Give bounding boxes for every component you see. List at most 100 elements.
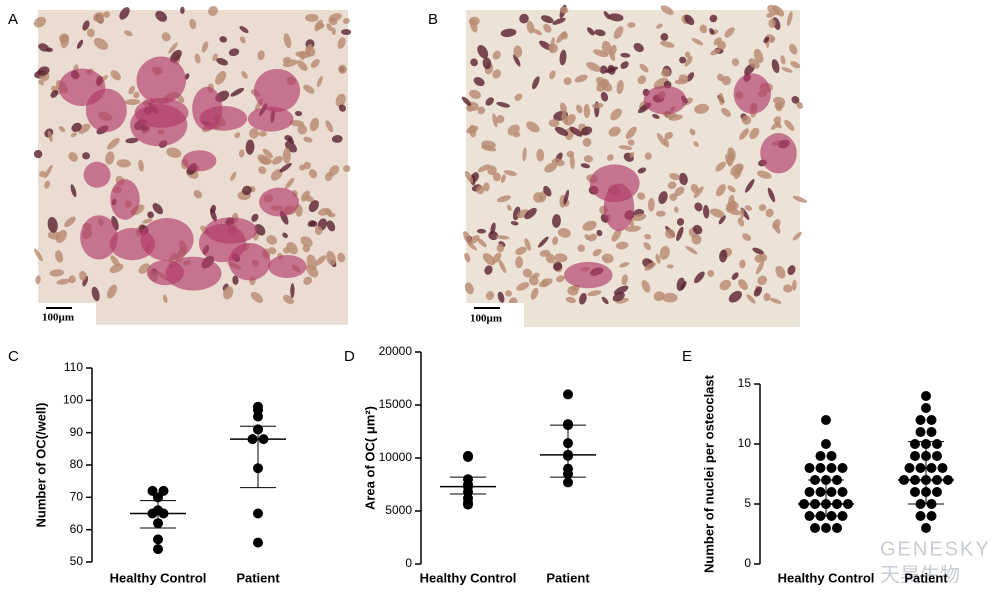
cell — [769, 297, 782, 304]
data-point — [563, 389, 573, 400]
cell — [282, 232, 288, 239]
cell — [193, 190, 203, 199]
data-point — [932, 439, 942, 449]
cell — [644, 234, 652, 240]
watermark: 天昊生物 — [880, 563, 960, 586]
osteoclast — [254, 68, 301, 113]
cell — [772, 5, 785, 17]
data-point — [826, 487, 837, 497]
panel-label: E — [682, 348, 692, 365]
cell — [544, 162, 557, 173]
cell — [492, 69, 501, 79]
cell — [709, 14, 718, 23]
cell — [551, 214, 561, 228]
cell — [79, 270, 87, 281]
cell — [487, 165, 497, 176]
cell — [710, 49, 721, 56]
cell — [304, 195, 314, 203]
cell — [477, 106, 486, 115]
cell — [741, 115, 752, 125]
cell — [119, 7, 130, 20]
cell — [55, 250, 64, 263]
cell — [515, 246, 527, 256]
x-tick-label: Healthy Control — [420, 570, 517, 585]
cell — [71, 122, 82, 133]
y-tick-label: 110 — [64, 360, 83, 374]
cell — [627, 22, 636, 28]
osteoclast — [733, 73, 772, 114]
cell — [189, 18, 197, 30]
cell — [316, 75, 323, 88]
cell — [676, 218, 685, 226]
watermark: GENESKY — [880, 538, 991, 560]
y-tick-label: 100 — [63, 393, 83, 407]
cell — [485, 97, 494, 106]
cell — [303, 84, 315, 94]
cell — [343, 165, 351, 173]
cell — [594, 29, 606, 37]
cell — [684, 56, 693, 67]
cell — [592, 102, 604, 109]
osteoclast — [110, 179, 140, 220]
osteoclast — [130, 103, 188, 147]
y-tick-label: 15000 — [379, 397, 413, 411]
panel-label: D — [344, 348, 355, 365]
cell — [791, 96, 800, 104]
cell — [466, 104, 474, 112]
y-tick-label: 5000 — [385, 503, 412, 517]
cell — [59, 33, 70, 44]
cell — [745, 179, 755, 193]
cell — [331, 27, 336, 36]
cell — [38, 80, 45, 86]
cell — [680, 281, 687, 291]
cell — [116, 159, 131, 168]
cell — [783, 284, 793, 293]
cell — [232, 275, 239, 285]
cell — [279, 162, 292, 173]
cell — [308, 169, 318, 179]
cell — [335, 93, 346, 107]
cell — [109, 263, 124, 274]
cell — [582, 220, 597, 231]
cell — [632, 213, 647, 222]
cell — [703, 205, 710, 219]
cell — [497, 291, 505, 303]
cell — [469, 89, 481, 99]
cell — [643, 242, 652, 251]
cell — [707, 270, 715, 277]
cell — [774, 101, 785, 110]
cell — [581, 126, 593, 136]
osteoclast — [228, 242, 271, 281]
cell — [719, 279, 732, 291]
data-point — [153, 534, 163, 545]
cell — [686, 72, 695, 82]
cell — [303, 136, 313, 143]
cell — [266, 235, 278, 245]
data-point — [804, 487, 815, 497]
cell — [337, 252, 346, 263]
cell — [526, 20, 535, 34]
cell — [596, 229, 603, 237]
data-point — [815, 487, 826, 497]
cell — [285, 177, 295, 189]
cell — [664, 132, 674, 140]
cell — [522, 268, 533, 278]
data-point — [837, 463, 848, 473]
cell — [194, 53, 201, 64]
data-point — [915, 463, 926, 473]
cell — [466, 125, 479, 134]
cell — [725, 206, 741, 216]
data-point — [926, 511, 937, 521]
cell — [515, 256, 524, 269]
cell — [64, 216, 76, 228]
data-point — [915, 415, 926, 425]
cell — [257, 50, 265, 61]
cell — [539, 249, 551, 257]
cell — [541, 278, 549, 288]
cell — [477, 164, 491, 173]
cell — [559, 6, 569, 14]
cell — [792, 231, 802, 241]
cell — [530, 287, 539, 300]
osteoclast — [589, 164, 640, 203]
cell — [596, 76, 607, 87]
